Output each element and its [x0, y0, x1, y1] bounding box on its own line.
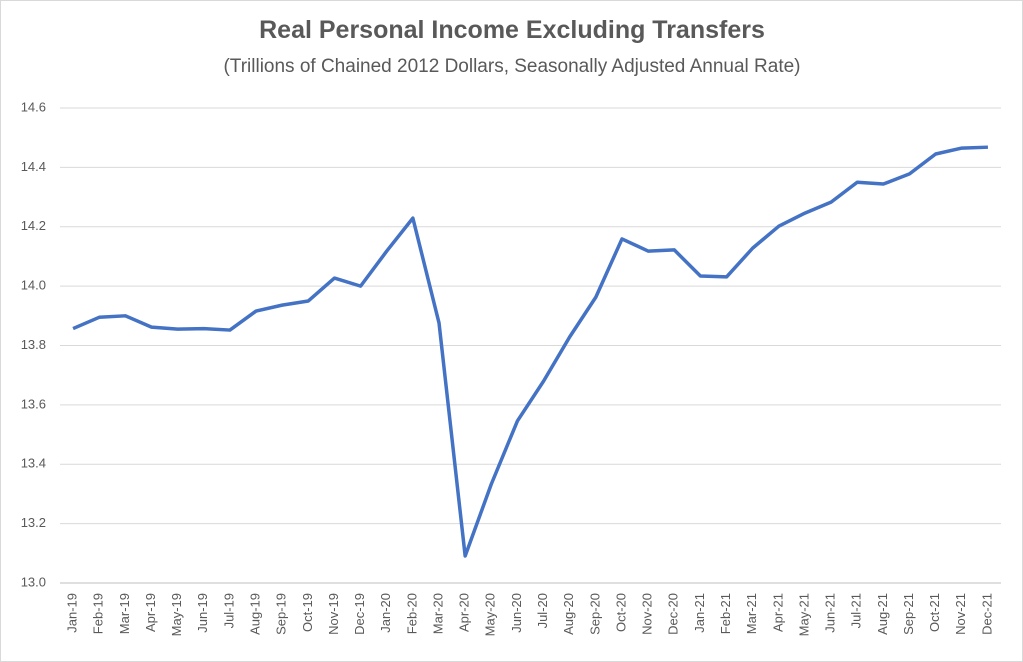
x-tick-label: Jan-20 — [378, 593, 393, 633]
y-tick-label: 14.4 — [21, 159, 46, 174]
x-tick-label: Mar-20 — [430, 593, 445, 634]
y-tick-label: 13.0 — [21, 574, 46, 589]
x-tick-label: May-20 — [483, 593, 498, 636]
y-tick-label: 13.6 — [21, 396, 46, 411]
x-tick-label: Apr-19 — [143, 593, 158, 632]
x-tick-label: Oct-20 — [613, 593, 628, 632]
x-tick-label: Jun-21 — [823, 593, 838, 633]
y-tick-label: 13.8 — [21, 337, 46, 352]
x-tick-label: Feb-19 — [91, 593, 106, 634]
x-tick-label: Jan-19 — [65, 593, 80, 633]
x-tick-label: Feb-21 — [718, 593, 733, 634]
x-tick-label: Sep-21 — [901, 593, 916, 635]
x-tick-label: Dec-20 — [666, 593, 681, 635]
x-tick-label: Jan-21 — [692, 593, 707, 633]
x-tick-label: Sep-19 — [274, 593, 289, 635]
y-tick-label: 14.6 — [21, 99, 46, 114]
x-tick-label: Jul-19 — [221, 593, 236, 628]
x-tick-label: Nov-20 — [640, 593, 655, 635]
x-tick-label: Aug-20 — [561, 593, 576, 635]
y-tick-label: 14.0 — [21, 278, 46, 293]
x-tick-label: Apr-21 — [770, 593, 785, 632]
x-tick-label: Dec-21 — [979, 593, 994, 635]
x-tick-label: Dec-19 — [352, 593, 367, 635]
line-series — [72, 145, 988, 558]
x-tick-label: Jun-20 — [509, 593, 524, 633]
x-tick-label: Oct-21 — [927, 593, 942, 632]
x-tick-label: Sep-20 — [587, 593, 602, 635]
y-tick-label: 13.4 — [21, 456, 46, 471]
x-tick-label: Mar-19 — [117, 593, 132, 634]
y-tick-label: 13.2 — [21, 515, 46, 530]
x-tick-label: Oct-19 — [300, 593, 315, 632]
x-tick-label: May-21 — [796, 593, 811, 636]
x-tick-label: May-19 — [169, 593, 184, 636]
x-tick-label: Jul-20 — [535, 593, 550, 628]
x-tick-label: Nov-21 — [953, 593, 968, 635]
chart-subtitle: (Trillions of Chained 2012 Dollars, Seas… — [223, 56, 800, 77]
chart-title: Real Personal Income Excluding Transfers — [259, 16, 765, 44]
x-tick-label: Jul-21 — [849, 593, 864, 628]
x-tick-label: Aug-21 — [875, 593, 890, 635]
y-tick-label: 14.2 — [21, 218, 46, 233]
x-tick-label: Jun-19 — [195, 593, 210, 633]
x-tick-label: Aug-19 — [247, 593, 262, 635]
x-tick-label: Apr-20 — [457, 593, 472, 632]
x-tick-label: Feb-20 — [404, 593, 419, 634]
x-tick-label: Mar-21 — [744, 593, 759, 634]
x-tick-label: Nov-19 — [326, 593, 341, 635]
